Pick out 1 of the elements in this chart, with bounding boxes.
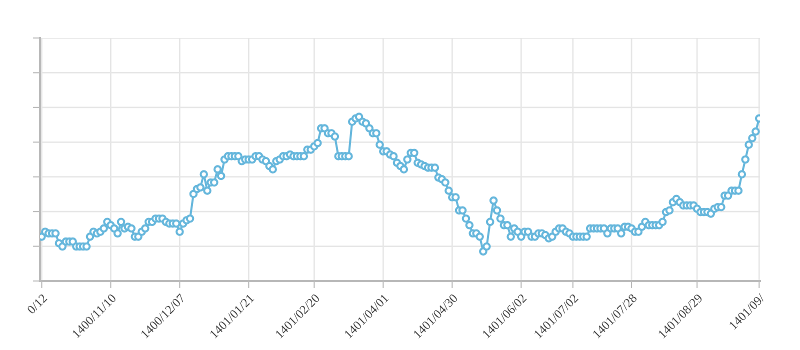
x-tick-label: 0/12 bbox=[26, 294, 48, 314]
